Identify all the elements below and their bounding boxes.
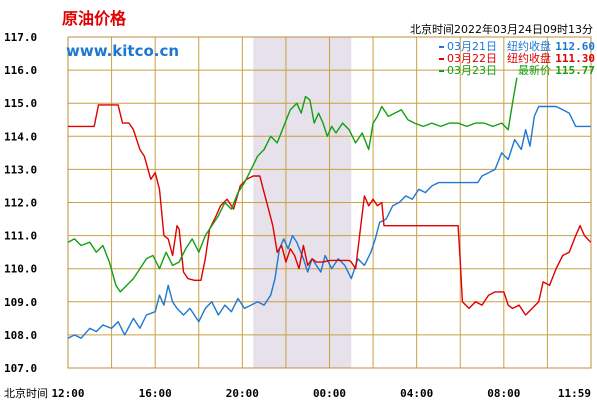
series-line-1	[67, 105, 591, 339]
y-tick-label: 116.0	[4, 64, 37, 77]
legend-value: 112.60	[555, 40, 595, 53]
series-line-3	[67, 77, 518, 293]
x-tick-label: 20:00	[226, 387, 259, 400]
chart-title: 原油价格	[62, 9, 127, 28]
series-lines	[67, 77, 592, 339]
x-tick-label: 00:00	[313, 387, 346, 400]
series-line-2	[68, 104, 592, 316]
plot-frame	[67, 36, 592, 369]
y-tick-label: 107.0	[4, 362, 37, 375]
y-tick-label: 114.0	[4, 130, 37, 143]
brand-link[interactable]: www.kitco.cn	[66, 42, 179, 60]
x-tick-label: 04:00	[400, 387, 433, 400]
x-tick-label: 11:59	[558, 387, 591, 400]
y-tick-label: 112.0	[4, 197, 37, 210]
y-tick-label: 111.0	[4, 230, 37, 243]
x-axis-ticks: 12:00 16:00 20:00 00:00 04:00 08:00 11:59	[51, 387, 591, 400]
x-axis-label: 北京时间	[4, 386, 48, 400]
legend-label: 纽约收盘	[507, 39, 551, 53]
y-tick-label: 115.0	[4, 97, 37, 110]
legend-swatch	[439, 70, 444, 72]
y-tick-label: 113.0	[4, 163, 37, 176]
legend-swatch	[439, 58, 444, 60]
y-axis-ticks: 107.0 108.0 109.0 110.0 111.0 112.0 113.0 114.0…	[4, 31, 37, 375]
legend-date: 03月22日	[447, 52, 497, 65]
legend-value: 111.30	[555, 52, 595, 65]
y-tick-label: 108.0	[4, 329, 37, 342]
x-tick-label: 08:00	[487, 387, 520, 400]
y-tick-label: 110.0	[4, 263, 37, 276]
y-tick-label: 117.0	[4, 31, 37, 44]
timestamp: 北京时间2022年03月24日09时13分	[410, 22, 593, 36]
legend: 03月21日 纽约收盘 112.60 03月22日 纽约收盘 111.30 03月23日 最新…	[439, 39, 595, 77]
legend-label: 最新价	[518, 63, 551, 77]
legend-value: 115.77	[555, 64, 595, 77]
legend-swatch	[439, 46, 444, 48]
x-tick-label: 16:00	[139, 387, 172, 400]
legend-date: 03月23日	[447, 64, 497, 77]
legend-label: 纽约收盘	[507, 51, 551, 65]
x-tick-label: 12:00	[51, 387, 84, 400]
plot-grid	[67, 36, 592, 369]
legend-date: 03月21日	[447, 40, 497, 53]
y-tick-label: 109.0	[4, 296, 37, 309]
